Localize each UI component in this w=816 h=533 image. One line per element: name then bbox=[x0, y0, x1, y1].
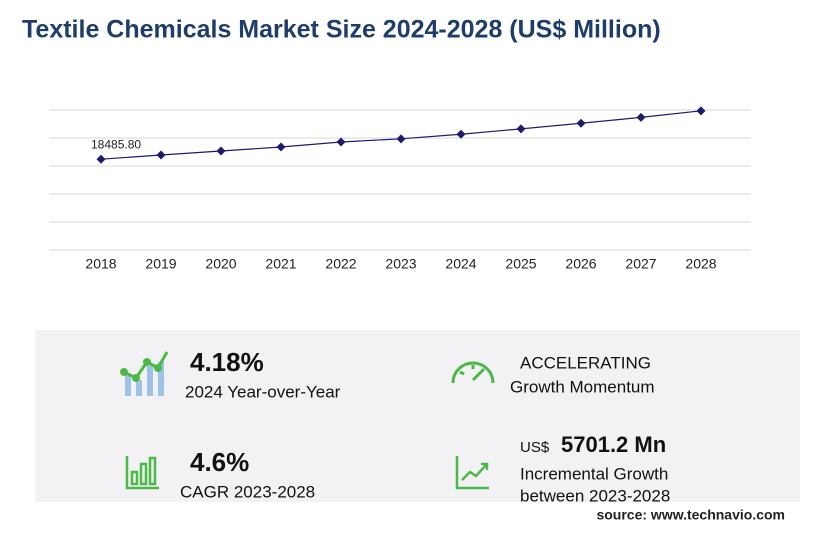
incremental-value: 5701.2 Mn bbox=[561, 432, 666, 457]
momentum-label: Growth Momentum bbox=[510, 377, 655, 396]
x-tick-label: 2026 bbox=[565, 256, 596, 272]
marker bbox=[156, 150, 166, 160]
marker bbox=[396, 134, 406, 144]
incremental-unit: US$ bbox=[520, 439, 550, 456]
marker bbox=[276, 142, 286, 152]
marker bbox=[216, 146, 226, 156]
incremental-icon bbox=[455, 456, 489, 490]
yoy-label: 2024 Year-over-Year bbox=[185, 382, 341, 401]
data-label: 18485.80 bbox=[91, 137, 141, 151]
source: source: www.technavio.com bbox=[596, 507, 785, 523]
x-tick-label: 2020 bbox=[205, 256, 236, 272]
marker bbox=[336, 137, 346, 147]
marker bbox=[516, 124, 526, 134]
x-tick-label: 2028 bbox=[685, 256, 716, 272]
cagr-icon bbox=[125, 456, 159, 490]
gauge-icon bbox=[451, 361, 495, 384]
cagr-value: 4.6% bbox=[190, 447, 249, 477]
x-tick-label: 2023 bbox=[385, 256, 416, 272]
x-tick-label: 2018 bbox=[85, 256, 116, 272]
x-tick-label: 2025 bbox=[505, 256, 536, 272]
marker bbox=[696, 106, 706, 116]
chart-title: Textile Chemicals Market Size 2024-2028 … bbox=[22, 16, 661, 44]
x-tick-label: 2019 bbox=[145, 256, 176, 272]
marker bbox=[96, 154, 106, 164]
marker bbox=[636, 112, 646, 122]
x-tick-label: 2021 bbox=[265, 256, 296, 272]
x-tick-label: 2024 bbox=[445, 256, 476, 272]
cagr-label: CAGR 2023-2028 bbox=[180, 482, 315, 501]
x-tick-label: 2027 bbox=[625, 256, 656, 272]
marker bbox=[456, 129, 466, 139]
incremental-label: Incremental Growth bbox=[520, 464, 668, 483]
growth-icon bbox=[120, 351, 169, 396]
plot-area: 2018 2019 2020 2021 2022 2023 2024 2025 2026 2027… bbox=[50, 106, 750, 272]
marker bbox=[576, 118, 586, 128]
incremental-label: between 2023-2028 bbox=[520, 486, 670, 505]
x-tick-label: 2022 bbox=[325, 256, 356, 272]
yoy-value: 4.18% bbox=[190, 347, 264, 377]
momentum-title: ACCELERATING bbox=[520, 353, 651, 372]
